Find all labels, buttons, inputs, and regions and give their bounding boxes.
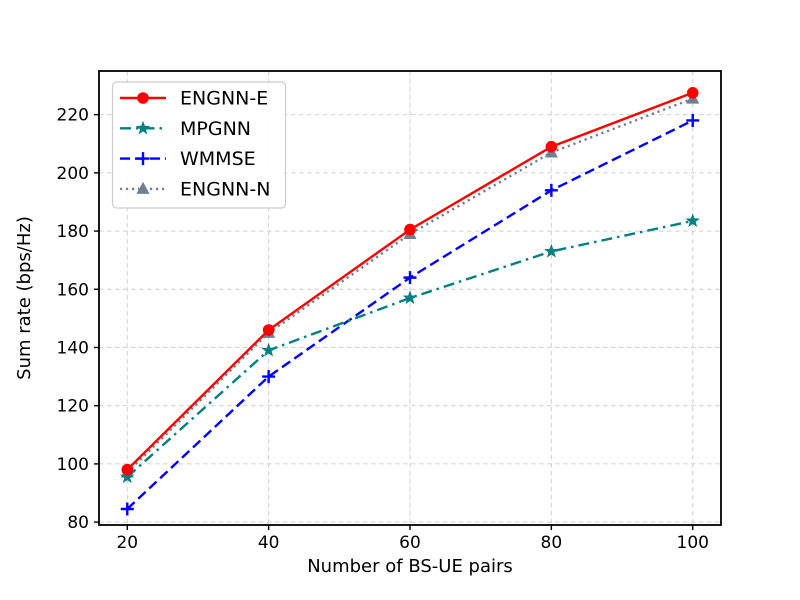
legend-item-mpgnn: MPGNN <box>120 118 251 140</box>
y-tick-label-140: 140 <box>57 338 89 358</box>
y-tick-label-80: 80 <box>67 513 89 533</box>
legend-marker-ENGNN-E <box>137 92 149 104</box>
marker-ENGNN-E-60 <box>404 223 416 236</box>
x-tick-label-80: 80 <box>541 533 563 553</box>
marker-WMMSE-20 <box>120 502 134 516</box>
legend-box <box>111 81 287 209</box>
x-tick-label-60: 60 <box>399 533 421 553</box>
x-tick-label-40: 40 <box>258 533 280 553</box>
marker-ENGNN-E-40 <box>262 324 275 336</box>
legend-item-wmmse: WMMSE <box>120 148 256 170</box>
marker-ENGNN-E-80 <box>545 140 558 153</box>
y-tick-label-160: 160 <box>57 280 89 300</box>
y-tick-label-180: 180 <box>57 222 89 242</box>
legend-label-ENGNN-E: ENGNN-E <box>180 88 268 110</box>
y-tick-label-100: 100 <box>57 455 89 475</box>
legend-marker-WMMSE <box>136 152 150 166</box>
ticks: 20 40 60 80 100 80 100 120 140 160 180 200 220 <box>57 106 709 553</box>
x-tick-label-20: 20 <box>116 533 138 553</box>
y-tick-label-220: 220 <box>57 106 89 126</box>
y-axis-label: Sum rate (bps/Hz) <box>14 216 35 380</box>
legend-item-engnn-n: ENGNN-N <box>120 178 270 200</box>
marker-MPGNN-60 <box>402 290 418 305</box>
series-line-ENGNN-N <box>126 97 694 474</box>
legend-label-ENGNN-N: ENGNN-N <box>180 178 270 200</box>
marker-MPGNN-40 <box>261 342 276 357</box>
marker-MPGNN-20 <box>120 469 135 484</box>
marker-MPGNN-80 <box>544 243 559 258</box>
x-axis-label: Number of BS-UE pairs <box>307 556 513 577</box>
y-tick-label-120: 120 <box>57 397 89 417</box>
marker-ENGNN-E-20 <box>121 463 134 476</box>
marker-ENGNN-E-100 <box>686 87 699 99</box>
y-tick-label-200: 200 <box>57 164 89 184</box>
marker-WMMSE-40 <box>262 370 276 384</box>
marker-WMMSE-60 <box>403 271 417 285</box>
marker-WMMSE-80 <box>544 183 558 197</box>
legend-marker-ENGNN-N <box>136 181 150 194</box>
x-tick-label-100: 100 <box>677 533 709 553</box>
legend-label-WMMSE: WMMSE <box>180 148 256 170</box>
series-line-MPGNN <box>126 219 693 478</box>
series-WMMSE <box>120 113 700 516</box>
marker-MPGNN-100 <box>685 213 700 228</box>
legend-marker-MPGNN <box>135 120 151 135</box>
legend-label-MPGNN: MPGNN <box>180 118 251 140</box>
legend: ENGNN-E MPGNN WMMSE ENGNN-N <box>111 81 287 209</box>
legend-item-engnn-e: ENGNN-E <box>120 88 268 110</box>
series-MPGNN <box>120 213 700 484</box>
series-ENGNN-E <box>121 87 699 476</box>
marker-WMMSE-100 <box>686 113 700 127</box>
